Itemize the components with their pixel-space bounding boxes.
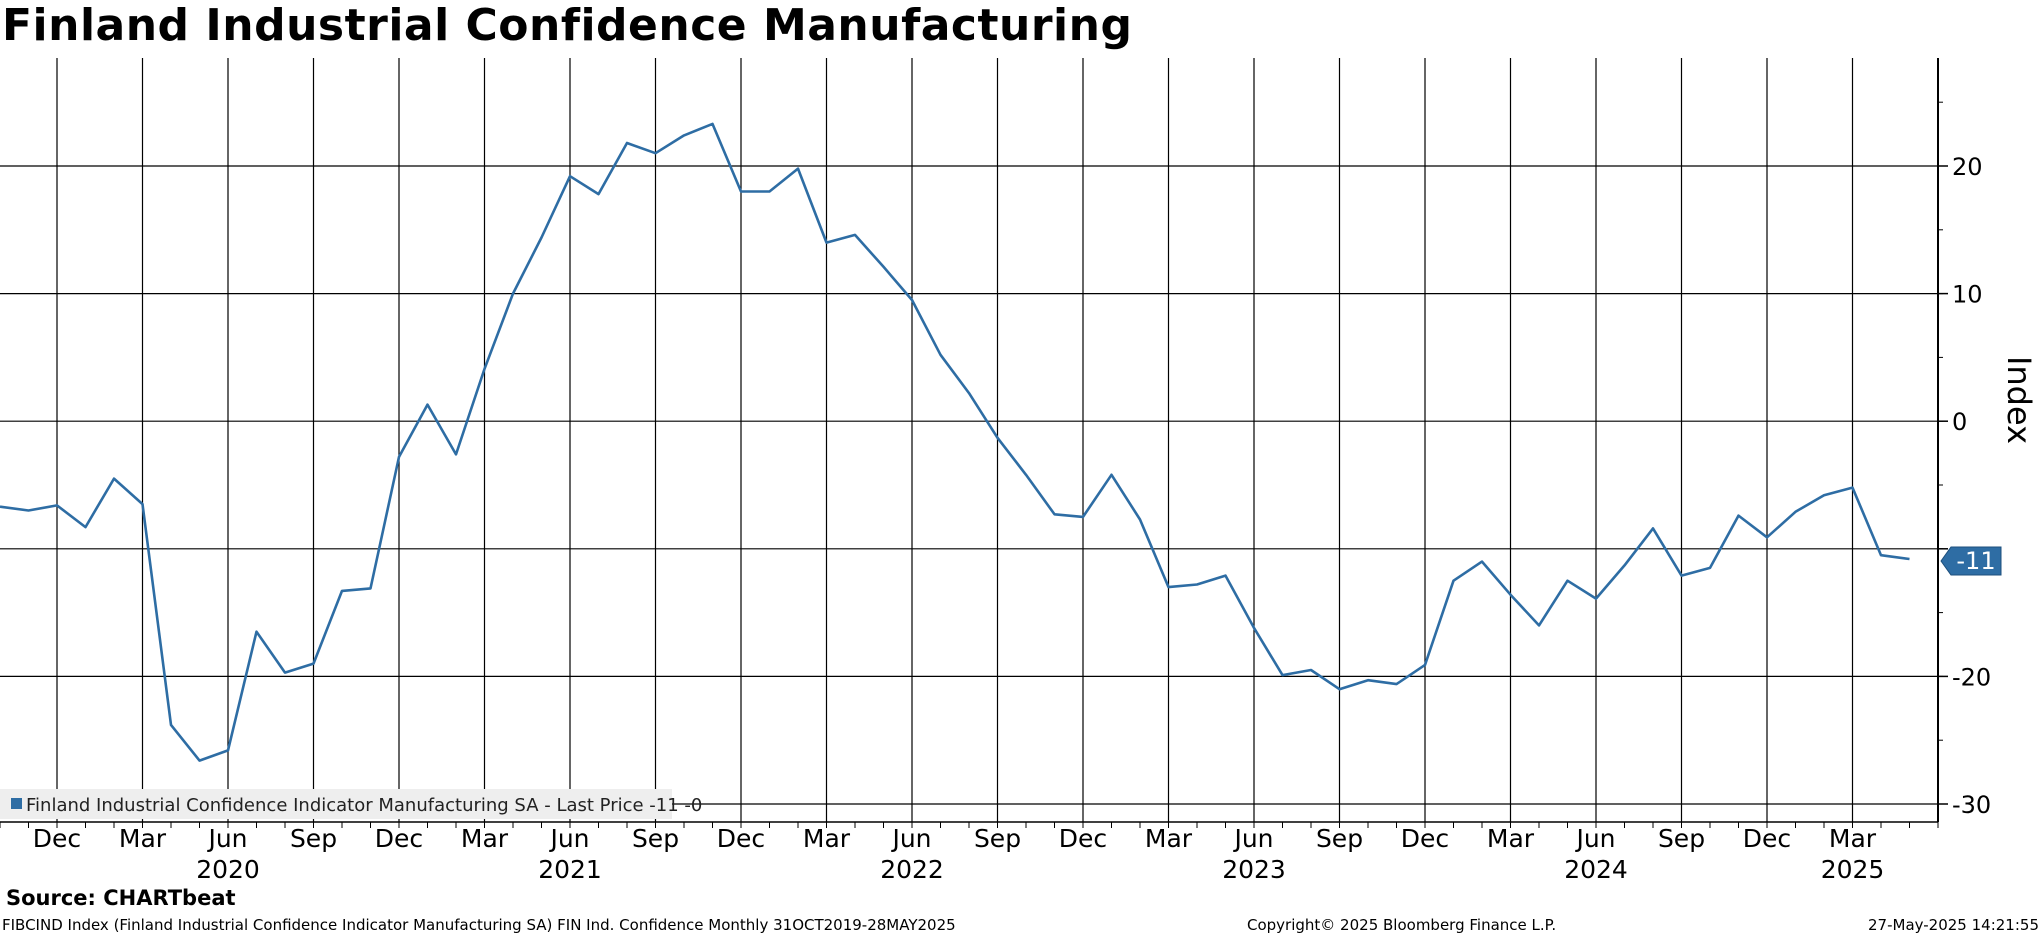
legend-swatch [11, 798, 22, 809]
year-label: 2024 [1564, 855, 1628, 880]
x-tick-label: Mar [1145, 824, 1193, 853]
x-tick-label: Dec [375, 824, 423, 853]
x-tick-label: Jun [890, 824, 931, 853]
x-tick-label: Dec [1059, 824, 1107, 853]
year-label: 2020 [196, 855, 260, 880]
x-tick-label: Jun [548, 824, 589, 853]
series-layer [0, 122, 1910, 762]
last-value-badge [1940, 546, 2002, 576]
timestamp: 27-May-2025 14:21:55 [1868, 916, 2039, 934]
x-tick-label: Dec [717, 824, 765, 853]
last-value-label: -11 [1956, 547, 1995, 575]
x-tick-label: Dec [33, 824, 81, 853]
x-tick-label: Sep [632, 824, 679, 853]
year-label: 2021 [538, 855, 602, 880]
horizontal-grid [0, 165, 1938, 805]
x-tick-label: Mar [1487, 824, 1535, 853]
ticker-description: FIBCIND Index (Finland Industrial Confid… [2, 916, 956, 934]
y-tick-label: 20 [1952, 153, 1983, 181]
copyright-note: Copyright© 2025 Bloomberg Finance L.P. [1247, 916, 1557, 934]
year-label: 2023 [1222, 855, 1286, 880]
x-tick-label: Sep [974, 824, 1021, 853]
x-tick-label: Sep [1316, 824, 1363, 853]
x-tick-labels: Dec Mar Jun Sep Dec Mar Jun Sep Dec Mar Jun Sep Dec M… [33, 824, 1877, 853]
x-tick-label: Jun [1232, 824, 1273, 853]
y-tick-label: -30 [1952, 791, 1991, 819]
y-axis-label: Index [2000, 356, 2038, 444]
x-tick-label: Mar [1829, 824, 1877, 853]
line-chart: 20 10 0 -20 -30 Dec Mar Jun Sep Dec Mar Jun Sep Dec M… [0, 58, 2038, 880]
x-tick-label: Sep [290, 824, 337, 853]
x-tick-label: Dec [1743, 824, 1791, 853]
legend: Finland Industrial Confidence Indicator … [0, 789, 702, 819]
year-label: 2022 [880, 855, 944, 880]
y-tick-labels: 20 10 0 -20 -30 [1952, 153, 1991, 819]
x-tick-label: Mar [803, 824, 851, 853]
axes [0, 58, 1948, 828]
last-value-marker: -11 [1940, 546, 2002, 576]
x-tick-label: Jun [206, 824, 247, 853]
x-tick-label: Sep [1658, 824, 1705, 853]
chart-title: Finland Industrial Confidence Manufactur… [2, 0, 1133, 51]
y-tick-label: 0 [1952, 408, 1967, 436]
legend-label: Finland Industrial Confidence Indicator … [26, 795, 702, 816]
y-tick-label: 10 [1952, 281, 1983, 309]
year-label: 2025 [1821, 855, 1885, 880]
year-labels: 2020 2021 2022 2023 2024 2025 [196, 855, 1884, 880]
x-tick-label: Jun [1574, 824, 1615, 853]
source-note: Source: CHARTbeat [6, 886, 236, 910]
y-tick-label: -20 [1952, 663, 1991, 691]
x-tick-label: Dec [1401, 824, 1449, 853]
vertical-grid [56, 58, 1854, 822]
legend-background [0, 789, 672, 819]
series-line [0, 122, 1910, 762]
x-tick-label: Mar [119, 824, 167, 853]
x-tick-label: Mar [461, 824, 509, 853]
